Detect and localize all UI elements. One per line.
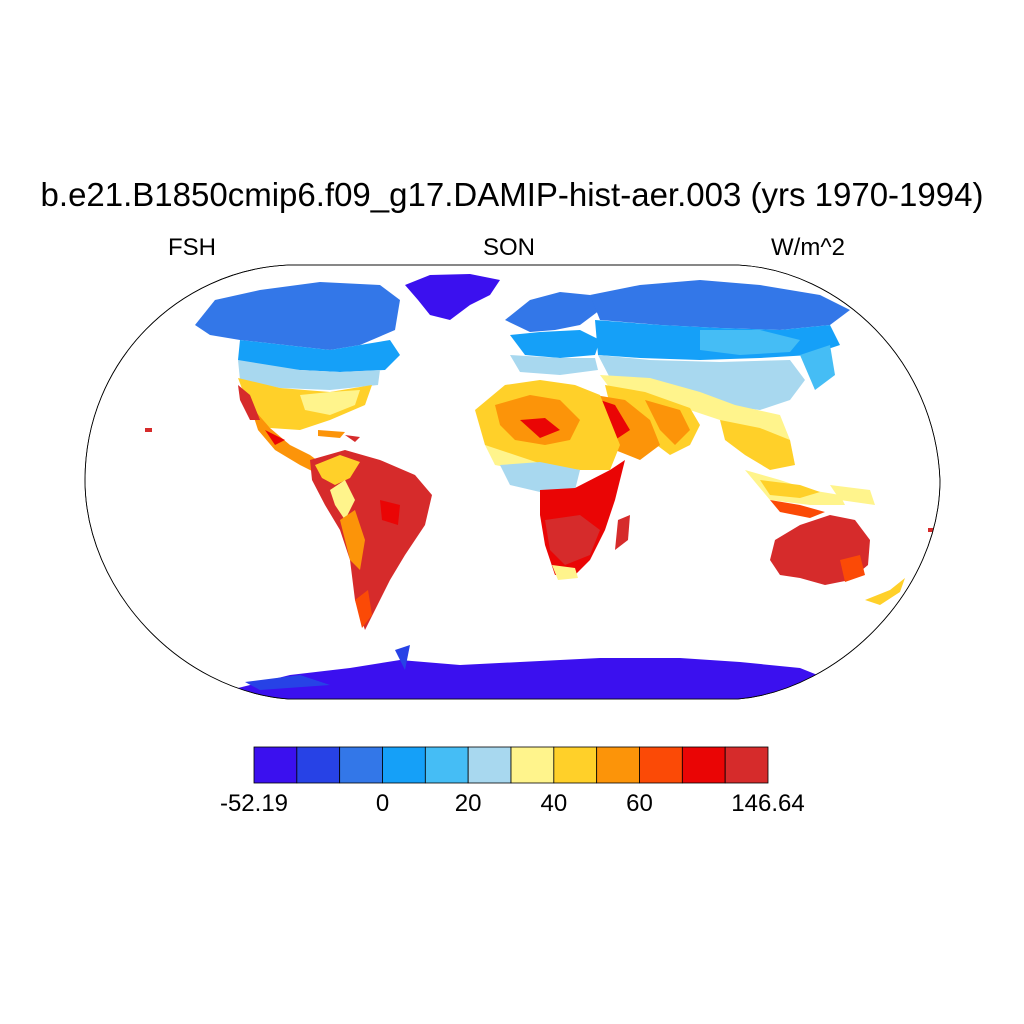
colorbar-label: 146.64: [731, 790, 805, 817]
colorbar-label: -52.19: [219, 790, 289, 817]
colorbar-swatch: [253, 746, 298, 784]
colorbar-swatch: [467, 746, 512, 784]
colorbar-label: 60: [626, 790, 653, 817]
colorbar-swatch: [296, 746, 341, 784]
europe: [505, 292, 600, 375]
colorbar-swatch: [553, 746, 598, 784]
colorbar-swatch: [596, 746, 640, 784]
africa: [475, 380, 630, 580]
new-zealand: [865, 578, 905, 605]
north-america: [195, 282, 400, 475]
colorbar-swatch: [681, 746, 726, 784]
indonesia: [760, 480, 820, 498]
colorbar-swatch: [510, 746, 555, 784]
colorbar-label: 40: [540, 790, 568, 817]
colorbar-swatch: [724, 746, 769, 784]
australia: [770, 515, 870, 585]
colorbar-label: 0: [375, 790, 390, 817]
colorbar-swatch: [339, 746, 383, 784]
units-label: W/m^2: [771, 234, 845, 261]
colorbar-label: 20: [454, 790, 482, 817]
asia: [590, 280, 850, 518]
colorbar-swatch: [382, 746, 426, 784]
variable-label: FSH: [168, 234, 216, 261]
season-label: SON: [483, 234, 536, 261]
caribbean: [318, 430, 345, 438]
colorbar-swatch: [424, 746, 469, 784]
map-title: b.e21.B1850cmip6.f09_g17.DAMIP-hist-aer.…: [40, 176, 984, 213]
colorbar-swatch: [639, 746, 683, 784]
colorbar: [253, 746, 769, 784]
south-america: [310, 450, 432, 630]
greenland: [405, 274, 500, 320]
antarctica: [230, 645, 830, 699]
